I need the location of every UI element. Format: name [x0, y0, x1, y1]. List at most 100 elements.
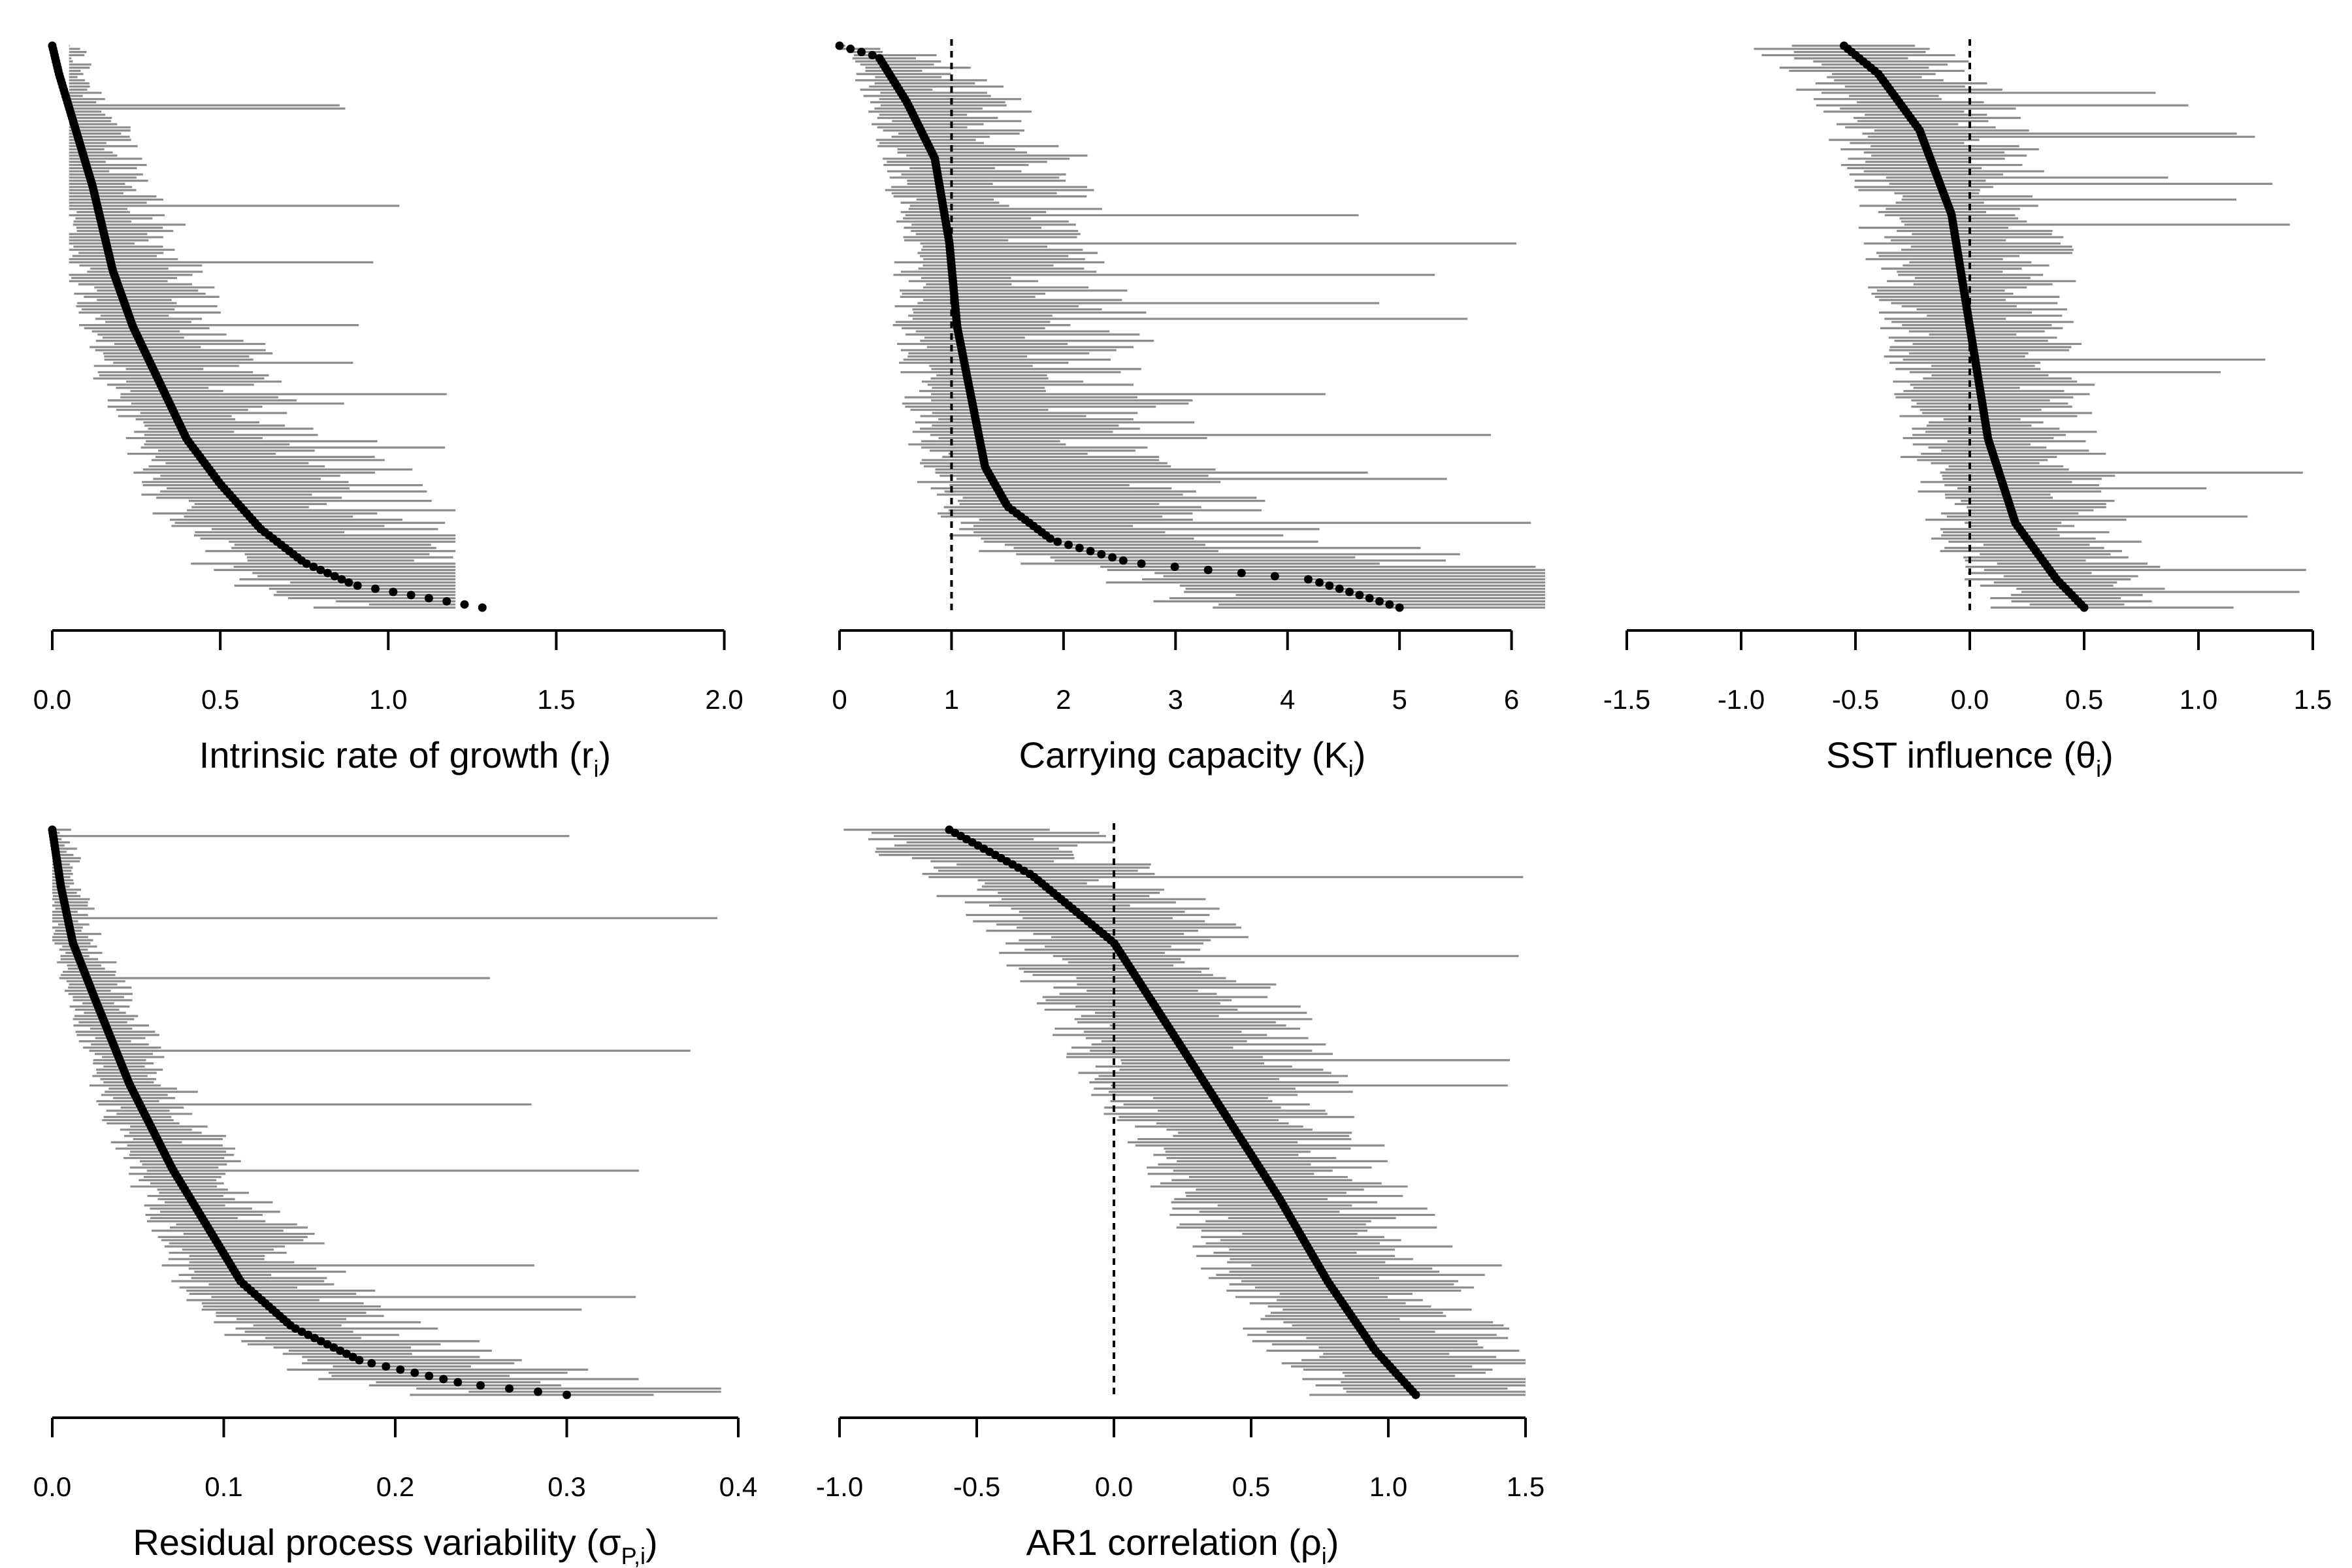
tick-label: 0.4: [719, 1471, 757, 1502]
estimate-point: [505, 1384, 514, 1393]
estimate-point: [297, 1327, 306, 1336]
estimate-point: [1097, 549, 1106, 559]
estimate-point: [1385, 600, 1394, 609]
tick-label: 2.0: [705, 684, 743, 715]
x-axis: -1.5 -1.0 -0.5 0.0 0.5 1.0 1.5: [1603, 629, 2332, 715]
estimate-point: [304, 1330, 313, 1339]
axis-title-end: ): [1327, 1522, 1339, 1563]
tick-label: 0.2: [376, 1471, 414, 1502]
estimate-point: [316, 565, 325, 574]
tick-label: -0.5: [953, 1471, 1000, 1502]
estimate-point: [382, 1362, 391, 1371]
estimate-point: [342, 1349, 351, 1358]
estimate-group: [945, 825, 1420, 1399]
tick-label: 6: [1504, 684, 1519, 715]
axis-title-end: ): [1354, 734, 1366, 776]
estimate-point: [1203, 565, 1213, 574]
estimate-point: [1325, 581, 1334, 590]
tick-label: 1.0: [2180, 684, 2217, 715]
axis-title-main: SST influence (θ: [1826, 734, 2096, 776]
estimate-point: [846, 44, 855, 54]
estimate-point: [1303, 575, 1313, 584]
estimate-point: [323, 1340, 332, 1349]
estimate-point: [476, 1381, 485, 1390]
estimate-point: [355, 1356, 364, 1365]
tick-label: 1: [944, 684, 959, 715]
estimate-point: [330, 572, 339, 581]
panel-intrinsic-rate-of-growth: 0.0 0.5 1.0 1.5 2.0 Intrinsic rate of growth …: [33, 41, 743, 782]
tick-label: 1.5: [1507, 1471, 1544, 1502]
x-axis: 0 1 2 3 4 5 6: [832, 629, 1519, 715]
estimate-point: [1315, 578, 1324, 587]
estimate-group: [835, 41, 1404, 612]
estimate-group: [48, 825, 571, 1399]
estimate-point: [1045, 534, 1054, 543]
estimate-point: [396, 1365, 405, 1374]
estimate-point: [337, 575, 346, 584]
tick-label: 0.5: [201, 684, 239, 715]
estimate-point: [302, 559, 311, 568]
x-axis: -1.0 -0.5 0.0 0.5 1.0 1.5: [816, 1416, 1544, 1502]
axis-title-subscript: i: [1348, 755, 1354, 782]
interval-group: [840, 44, 1545, 609]
estimate-group: [1840, 41, 2089, 612]
tick-label: 1.5: [537, 684, 575, 715]
tick-label: 0.1: [204, 1471, 242, 1502]
tick-label: 0.5: [2065, 684, 2103, 715]
tick-label: -0.5: [1832, 684, 1879, 715]
estimate-point: [1086, 547, 1095, 556]
estimate-point: [1270, 572, 1279, 581]
estimate-point: [563, 1390, 571, 1399]
estimate-point: [1375, 596, 1384, 606]
estimate-point: [1075, 544, 1084, 553]
axis-title-main: Carrying capacity (K: [1019, 734, 1348, 776]
tick-label: 0.3: [547, 1471, 585, 1502]
tick-label: -1.0: [1718, 684, 1765, 715]
estimate-point: [1411, 1390, 1420, 1399]
estimate-point: [309, 563, 318, 572]
axis-title-subscript: i: [594, 755, 599, 782]
interval-group: [1754, 44, 2306, 609]
axis-title: Intrinsic rate of growth (ri): [199, 734, 611, 782]
panel-sst-influence: -1.5 -1.0 -0.5 0.0 0.5 1.0 1.5 SST influence (θ…: [1603, 39, 2332, 782]
estimate-point: [329, 1343, 338, 1352]
estimate-point: [310, 1333, 319, 1343]
estimate-point: [442, 596, 451, 606]
estimate-point: [835, 41, 844, 50]
axis-title: SST influence (θi): [1826, 734, 2114, 782]
estimate-point: [439, 1375, 448, 1384]
axis-title-main: Intrinsic rate of growth (r: [199, 734, 594, 776]
estimate-point: [291, 1324, 300, 1333]
estimate-point: [424, 594, 433, 603]
estimate-point: [1108, 553, 1117, 562]
tick-label: 0.5: [1232, 1471, 1270, 1502]
estimate-point: [353, 581, 362, 590]
estimate-point: [371, 584, 380, 593]
tick-label: 0.0: [1095, 1471, 1133, 1502]
estimate-point: [1355, 591, 1364, 600]
estimate-point: [868, 50, 877, 59]
estimate-point: [478, 603, 487, 612]
estimate-point: [1119, 556, 1128, 565]
x-axis: 0.0 0.5 1.0 1.5 2.0: [33, 629, 743, 715]
axis-title-subscript: i: [2096, 755, 2101, 782]
estimate-point: [410, 1368, 419, 1377]
estimate-point: [1053, 537, 1062, 546]
axis-title: AR1 correlation (ρi): [1026, 1522, 1339, 1568]
estimate-point: [1365, 594, 1374, 603]
tick-label: -1.0: [816, 1471, 863, 1502]
estimate-point: [534, 1387, 543, 1396]
estimate-point: [460, 600, 469, 609]
estimate-point: [1345, 587, 1354, 596]
interval-group: [69, 44, 456, 609]
axis-title-subscript: i: [1322, 1543, 1327, 1568]
tick-label: 1.5: [2294, 684, 2332, 715]
axis-title-end: ): [645, 1522, 658, 1563]
tick-label: 4: [1280, 684, 1295, 715]
estimate-point: [316, 1337, 325, 1346]
estimate-point: [2080, 603, 2089, 612]
tick-label: 1.0: [369, 684, 407, 715]
tick-label: 0.0: [1951, 684, 1989, 715]
estimate-point: [1064, 540, 1073, 549]
